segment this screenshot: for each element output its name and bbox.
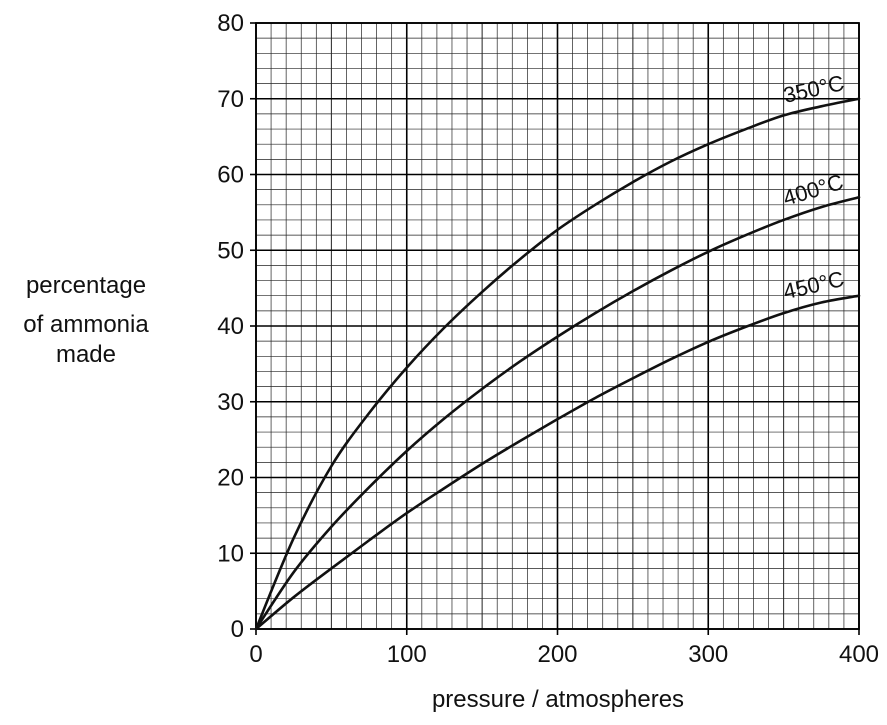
y-tick-label: 50 — [217, 237, 244, 264]
y-tick-label: 0 — [231, 616, 244, 643]
y-tick-label: 70 — [217, 86, 244, 113]
y-tick-label: 30 — [217, 389, 244, 416]
y-tick-label: 40 — [217, 313, 244, 340]
x-tick-label: 200 — [537, 641, 577, 668]
series-line-2 — [254, 195, 861, 631]
y-axis-title-line-1: percentage — [26, 272, 146, 299]
x-tick-label: 0 — [249, 641, 262, 668]
x-tick-label: 300 — [688, 641, 728, 668]
series-line-1 — [254, 97, 861, 631]
series-lines — [254, 97, 861, 631]
grid — [255, 22, 860, 630]
y-tick-label: 80 — [217, 10, 244, 37]
y-axis-title-line-3: made — [56, 341, 116, 368]
series-line-3 — [254, 294, 861, 631]
x-axis-title: pressure / atmospheres — [432, 686, 684, 713]
tick-labels: 0 100 200 300 400 0 10 20 30 40 50 60 70 80 — [217, 10, 879, 668]
y-tick-label: 20 — [217, 465, 244, 492]
y-tick-label: 10 — [217, 540, 244, 567]
y-axis-title-line-2: of ammonia — [23, 311, 149, 338]
x-tick-label: 100 — [387, 641, 427, 668]
y-tick-label: 60 — [217, 162, 244, 189]
x-tick-label: 400 — [839, 641, 879, 668]
